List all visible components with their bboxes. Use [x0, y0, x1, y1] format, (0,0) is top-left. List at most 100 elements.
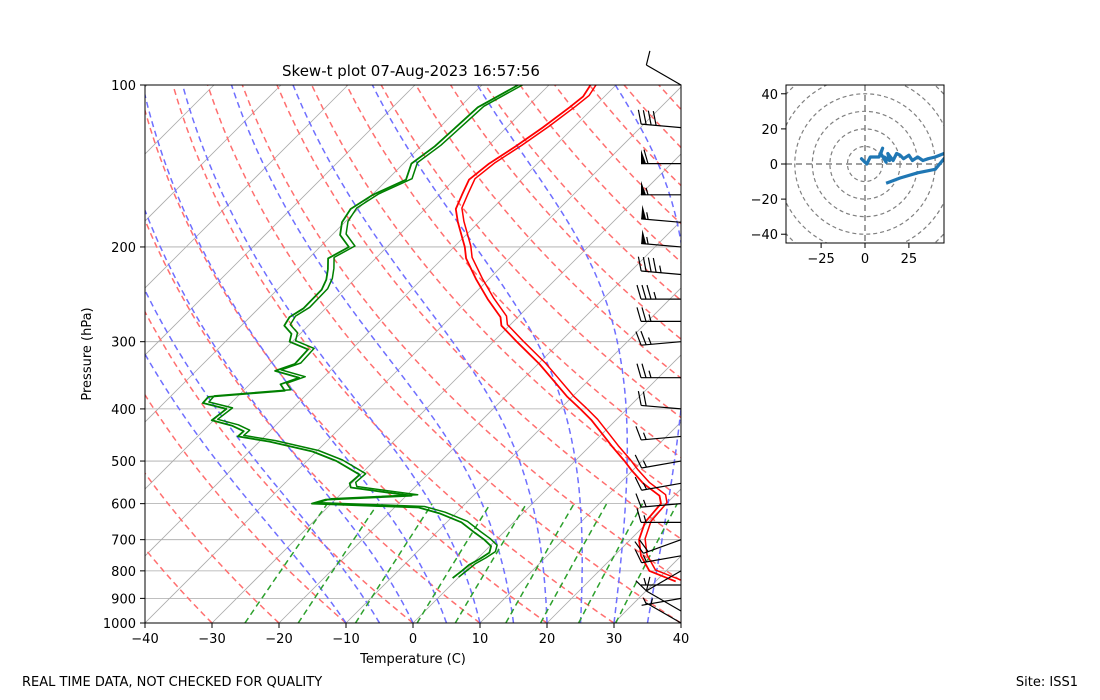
barb-half: [650, 598, 654, 606]
barb-full: [636, 508, 642, 523]
hodograph-x-tick-label: 25: [901, 252, 918, 267]
isotherm-line: [479, 421, 681, 623]
isotherm-line: [680, 622, 681, 623]
wind-barb: [641, 597, 682, 606]
dry-adiabat: [145, 393, 347, 623]
x-tick-label: −30: [198, 632, 225, 647]
barb-staff: [641, 341, 682, 346]
barb-staff: [641, 555, 682, 564]
x-tick-label: −10: [332, 632, 359, 647]
barb-full: [642, 391, 647, 406]
dry-adiabat: [145, 310, 414, 623]
isotherm-line: [211, 153, 681, 623]
dry-adiabat: [694, 85, 1100, 623]
barb-full: [641, 284, 647, 300]
moist-adiabat: [476, 85, 629, 623]
barb-half: [643, 515, 647, 523]
dewpoint-profile: [202, 85, 519, 579]
y-tick-label: 900: [111, 592, 136, 607]
isotherm-line: [412, 354, 681, 623]
dry-adiabat: [588, 85, 681, 187]
barb-half: [642, 499, 647, 507]
mixing-ratio-line: [416, 503, 492, 623]
hodograph-x-tick-label: −25: [807, 252, 834, 267]
hodograph-panel: −25 0 25 −40 −20 0 20 40: [751, 84, 945, 267]
wind-barb: [636, 508, 681, 523]
dry-adiabat: [484, 85, 681, 302]
dewpoint-profile-trace: [208, 85, 524, 578]
y-tick-label: 400: [111, 403, 136, 418]
dry-adiabat: [449, 85, 681, 341]
quality-disclaimer: REAL TIME DATA, NOT CHECKED FOR QUALITY: [22, 675, 322, 690]
barb-full: [640, 330, 647, 345]
barb-staff: [641, 460, 682, 469]
barb-full: [634, 476, 643, 491]
isotherm-line: [145, 85, 282, 222]
y-tick-label: 800: [111, 565, 136, 580]
hodograph-ring: [846, 145, 884, 183]
mixing-ratio-line: [297, 503, 379, 623]
x-tick-label: 40: [673, 632, 690, 647]
dry-adiabat: [145, 547, 213, 623]
y-tick-label: 500: [111, 455, 136, 470]
dry-adiabat: [415, 85, 681, 380]
wind-barb: [634, 454, 682, 469]
mixing-ratio-line: [354, 503, 433, 623]
isotherm-line: [145, 85, 617, 557]
isotherm-line: [145, 85, 483, 423]
barb-full: [652, 257, 657, 273]
barb-full: [647, 257, 652, 272]
moist-adiabat: [145, 91, 448, 623]
wind-barb: [635, 330, 682, 346]
barb-full: [637, 391, 642, 406]
barb-full: [645, 576, 651, 592]
barb-half: [647, 337, 652, 345]
x-tick-label: 20: [539, 632, 556, 647]
barb-full: [634, 549, 643, 563]
barb-half: [646, 212, 649, 220]
barb-staff: [641, 503, 682, 508]
hodograph-y-tick-label: 40: [761, 88, 778, 103]
dry-adiabat: [380, 85, 681, 419]
barb-flag: [641, 149, 646, 164]
wind-barb: [637, 391, 682, 410]
barb-full: [637, 256, 642, 272]
wind-barb: [635, 493, 682, 508]
barb-staff: [646, 64, 682, 86]
barb-full: [641, 363, 647, 378]
wind-barb: [636, 363, 681, 379]
barb-half: [642, 460, 648, 468]
barb-full: [643, 149, 649, 164]
dry-adiabat: [554, 85, 681, 225]
wind-barb: [634, 549, 682, 564]
isotherm-line: [145, 85, 416, 356]
wind-barb: [637, 256, 682, 276]
hodograph-y-tick-label: 0: [770, 158, 778, 173]
barb-half: [642, 555, 648, 563]
isotherm-line: [145, 85, 349, 289]
barb-half: [645, 187, 649, 195]
y-tick-label: 700: [111, 534, 136, 549]
moist-adiabat: [181, 85, 481, 623]
barb-staff: [641, 123, 682, 129]
hodograph-line: [859, 146, 944, 185]
skewt-profiles: [202, 85, 681, 583]
temperature-profile: [454, 85, 677, 583]
isotherm-line: [145, 85, 215, 155]
x-axis-label: Temperature (C): [359, 652, 466, 667]
wind-barb: [641, 229, 682, 248]
barb-full: [635, 493, 642, 508]
y-tick-label: 200: [111, 241, 136, 256]
wind-barb: [635, 426, 682, 441]
barb-full: [647, 110, 652, 126]
y-tick-label: 300: [111, 336, 136, 351]
barb-full: [634, 454, 643, 469]
site-label: Site: ISS1: [1016, 675, 1078, 690]
wind-barb: [636, 284, 681, 300]
barb-staff: [641, 218, 682, 223]
dry-adiabat: [206, 85, 681, 623]
dry-adiabat: [345, 85, 681, 459]
barb-flag: [641, 229, 647, 244]
isotherm-line: [0, 85, 80, 623]
